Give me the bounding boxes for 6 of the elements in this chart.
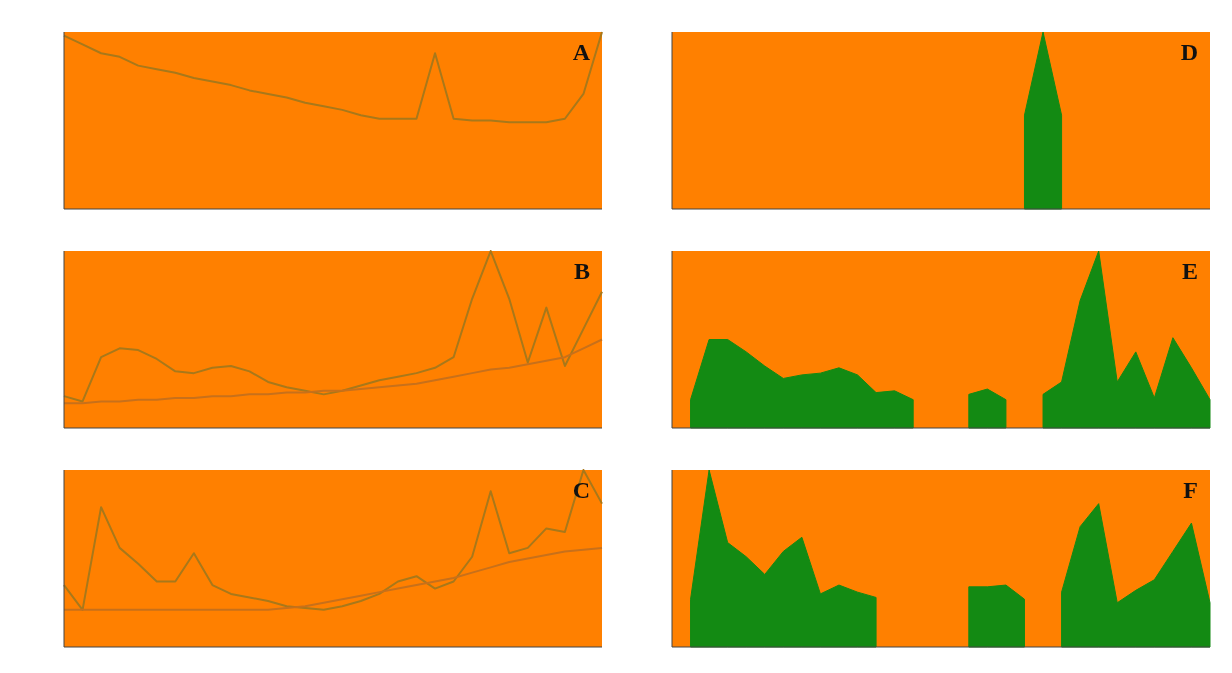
chart-title: C <box>572 477 590 503</box>
chart-title: F <box>1183 477 1198 503</box>
chart-title: A <box>572 39 591 65</box>
chart-title: D <box>1180 39 1198 65</box>
chart-title: B <box>573 258 590 284</box>
chart-title: E <box>1181 258 1198 284</box>
